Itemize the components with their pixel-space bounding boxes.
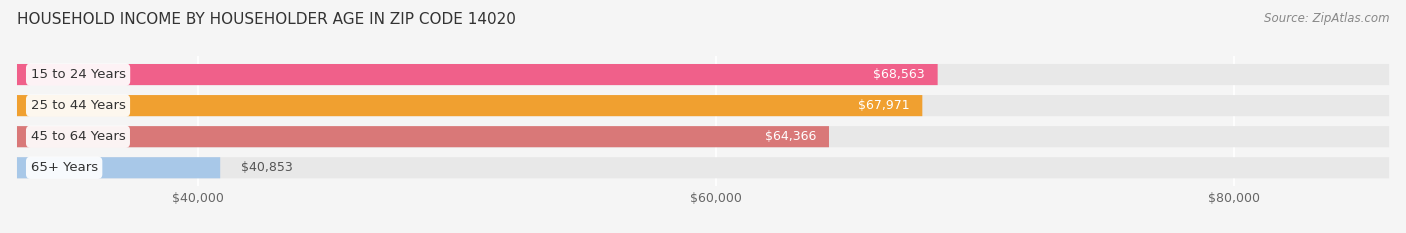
FancyBboxPatch shape xyxy=(17,64,1389,85)
Text: 25 to 44 Years: 25 to 44 Years xyxy=(31,99,125,112)
FancyBboxPatch shape xyxy=(17,157,221,178)
FancyBboxPatch shape xyxy=(17,126,1389,147)
Text: Source: ZipAtlas.com: Source: ZipAtlas.com xyxy=(1264,12,1389,25)
FancyBboxPatch shape xyxy=(17,95,1389,116)
Text: 45 to 64 Years: 45 to 64 Years xyxy=(31,130,125,143)
Text: 65+ Years: 65+ Years xyxy=(31,161,98,174)
FancyBboxPatch shape xyxy=(17,64,938,85)
Text: 15 to 24 Years: 15 to 24 Years xyxy=(31,68,125,81)
FancyBboxPatch shape xyxy=(17,126,830,147)
FancyBboxPatch shape xyxy=(17,157,1389,178)
Text: $64,366: $64,366 xyxy=(765,130,815,143)
FancyBboxPatch shape xyxy=(17,95,922,116)
Text: $68,563: $68,563 xyxy=(873,68,925,81)
Text: HOUSEHOLD INCOME BY HOUSEHOLDER AGE IN ZIP CODE 14020: HOUSEHOLD INCOME BY HOUSEHOLDER AGE IN Z… xyxy=(17,12,516,27)
Text: $40,853: $40,853 xyxy=(240,161,292,174)
Text: $67,971: $67,971 xyxy=(858,99,910,112)
